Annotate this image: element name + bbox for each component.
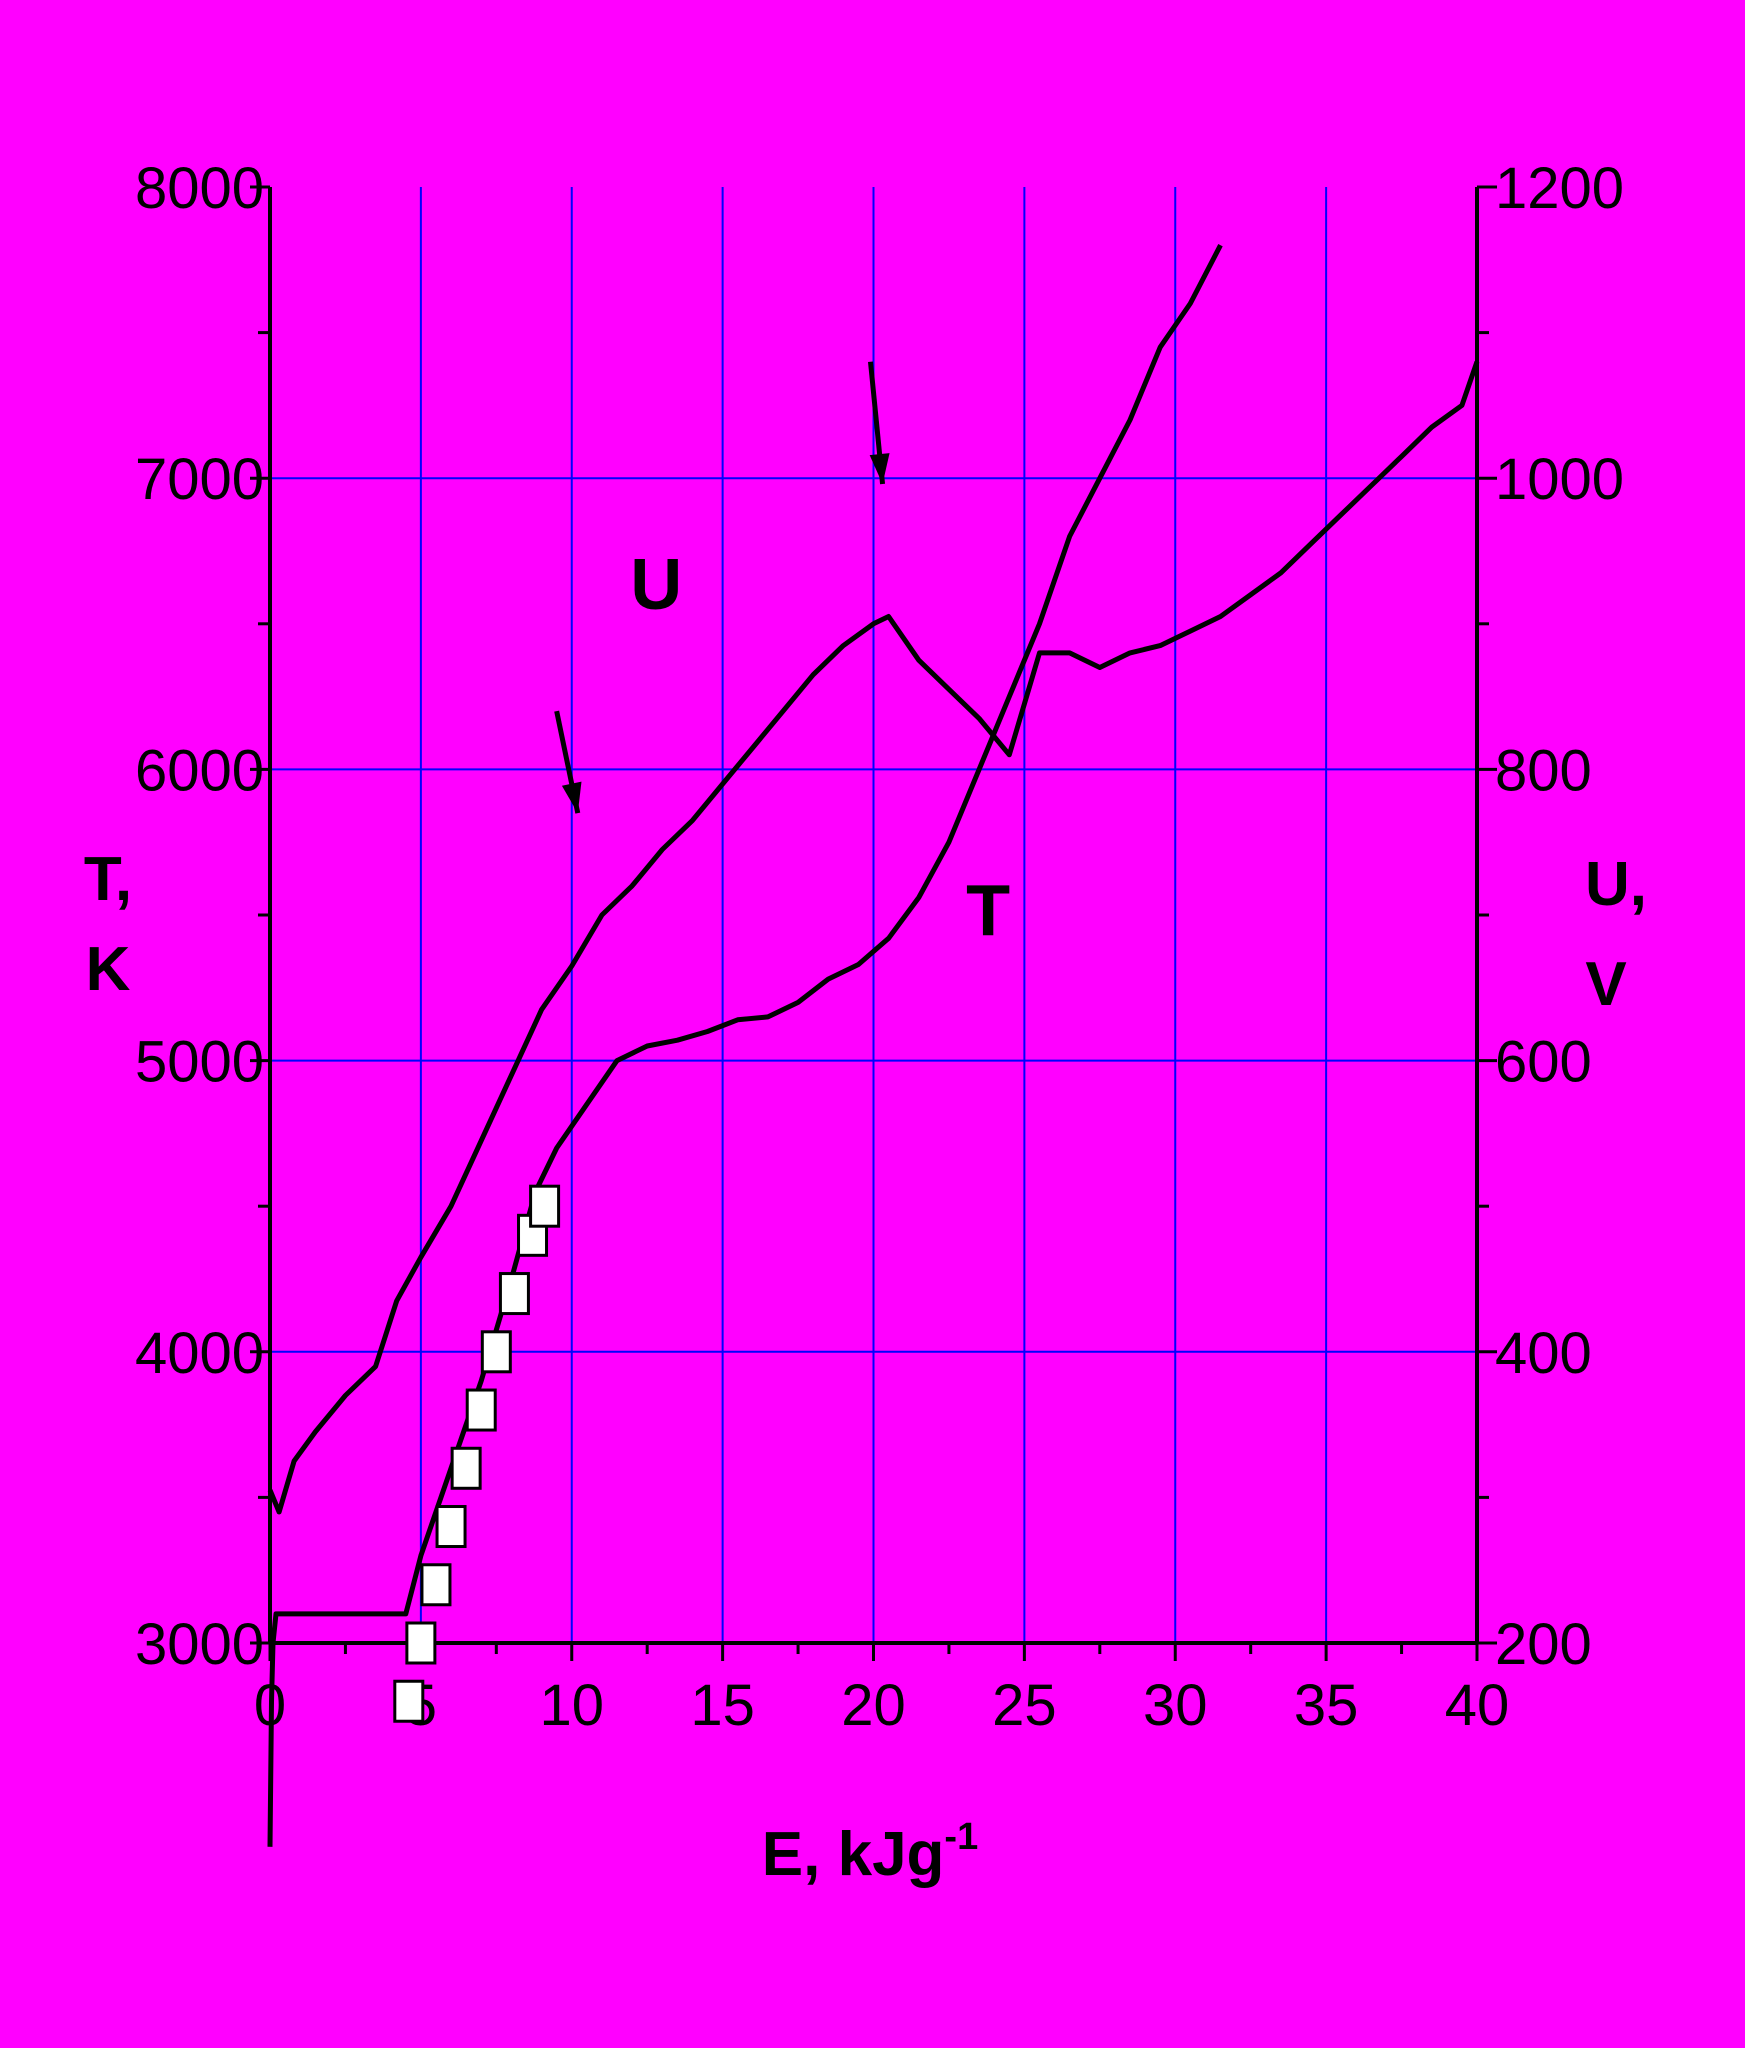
y-left-tick-label: 4000 — [135, 1321, 264, 1386]
x-tick-label: 30 — [1143, 1673, 1208, 1738]
annotation-arrow-head — [869, 453, 890, 485]
y-left-tick-label: 3000 — [135, 1612, 264, 1677]
x-tick-label: 40 — [1445, 1673, 1510, 1738]
series-line-u — [267, 360, 1480, 1515]
data-point-marker — [435, 1505, 467, 1549]
curve-label-t: T — [966, 871, 1010, 951]
axes: 0510152025303540300040005000600070008000… — [135, 156, 1624, 1738]
data-point-marker — [465, 1388, 497, 1432]
marker-layer — [393, 1184, 561, 1723]
x-axis-title-superscript: -1 — [944, 1816, 978, 1858]
data-point-marker — [450, 1446, 482, 1490]
x-tick-label: 35 — [1294, 1673, 1359, 1738]
y-left-tick-label: 5000 — [135, 1030, 264, 1095]
data-point-marker — [420, 1563, 452, 1607]
series-layer — [267, 244, 1480, 1847]
data-point-marker — [405, 1621, 437, 1665]
data-point-marker — [529, 1184, 561, 1228]
y-left-tick-label: 6000 — [135, 738, 264, 803]
gridlines — [270, 187, 1477, 1643]
y-axis-right-title-line2: V — [1585, 950, 1626, 1019]
series-line-t — [267, 244, 1223, 1847]
y-right-tick-label: 1200 — [1495, 156, 1624, 221]
annotation-arrow-head — [561, 781, 582, 814]
y-left-tick-label: 8000 — [135, 156, 264, 221]
x-tick-label: 25 — [992, 1673, 1057, 1738]
y-right-tick-label: 800 — [1495, 738, 1592, 803]
y-axis-right-title-line1: U, — [1585, 850, 1647, 919]
x-axis-title-text: E, kJg — [762, 1820, 945, 1889]
y-left-tick-label: 7000 — [135, 447, 264, 512]
y-axis-left-title-line1: T, — [84, 845, 132, 914]
curve-label-u: U — [630, 545, 682, 625]
y-right-tick-label: 600 — [1495, 1030, 1592, 1095]
data-point-marker — [498, 1272, 530, 1316]
y-axis-left-title-line2: K — [86, 935, 131, 1004]
x-tick-label: 20 — [841, 1673, 906, 1738]
annotations: UT — [554, 361, 1010, 951]
x-tick-label: 15 — [690, 1673, 755, 1738]
x-axis-title: E, kJg-1 — [762, 1816, 978, 1889]
x-tick-label: 10 — [539, 1673, 604, 1738]
data-point-marker — [393, 1679, 425, 1723]
data-point-marker — [480, 1330, 512, 1374]
y-right-tick-label: 200 — [1495, 1612, 1592, 1677]
y-right-tick-label: 1000 — [1495, 447, 1624, 512]
y-right-tick-label: 400 — [1495, 1321, 1592, 1386]
